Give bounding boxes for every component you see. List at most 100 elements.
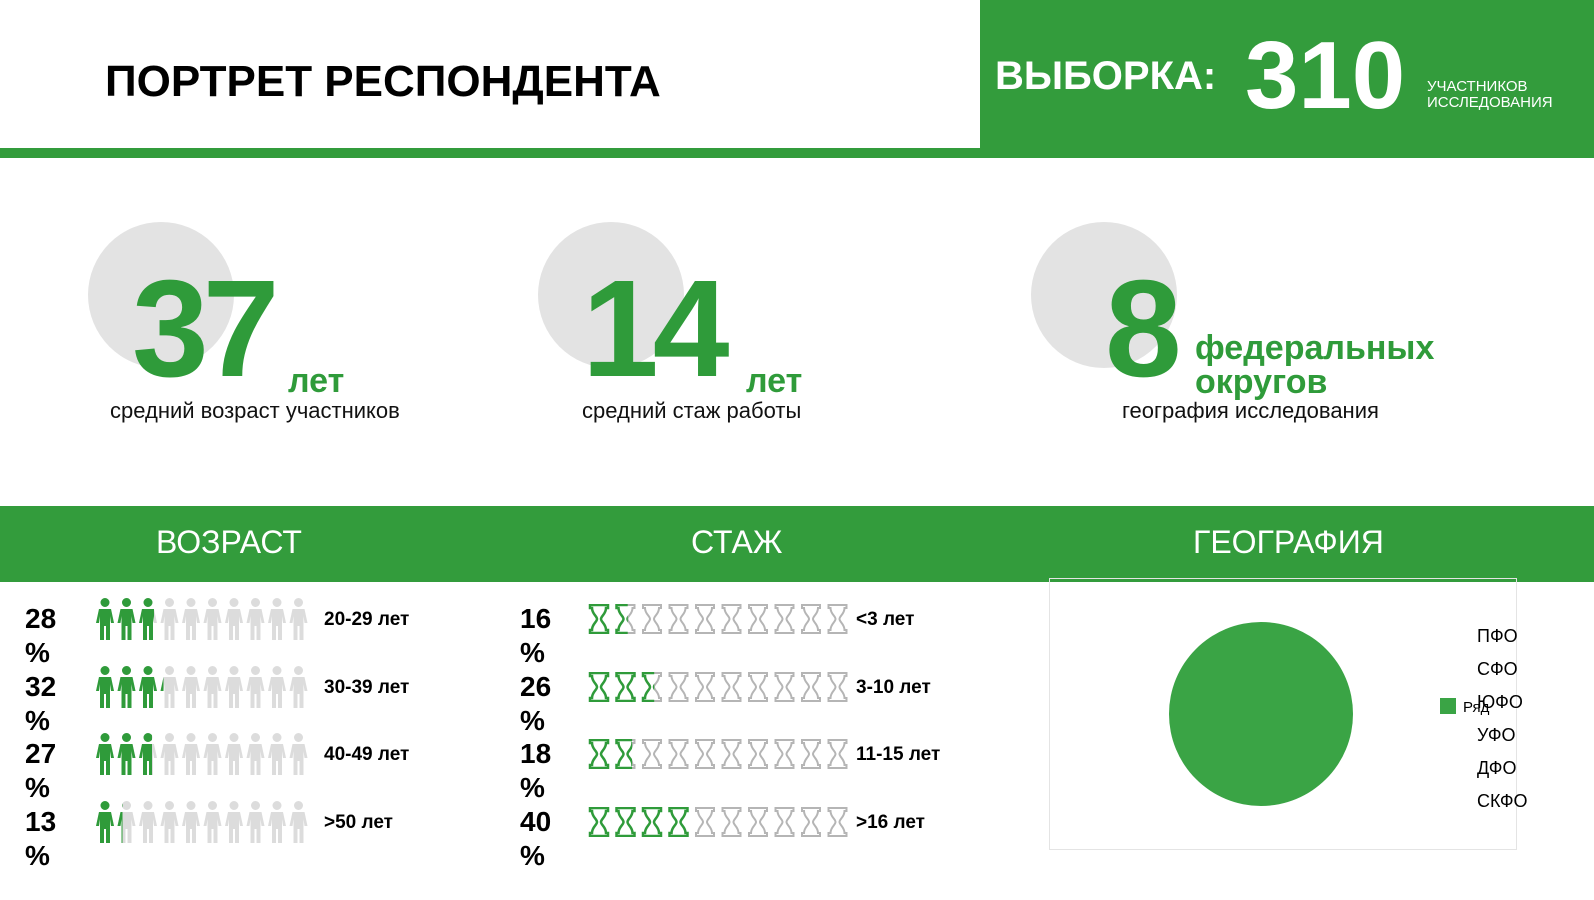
icon (801, 739, 821, 769)
percent: 16 % (520, 603, 552, 668)
icon-fill (615, 807, 636, 837)
icon (225, 666, 243, 708)
sample-note: ИССЛЕДОВАНИЯ (1427, 94, 1553, 111)
section-band (0, 506, 1594, 582)
icon-fill (96, 666, 114, 708)
stat-value: 37 (132, 252, 279, 406)
circle (1031, 222, 1177, 368)
icon (289, 733, 308, 775)
range: <3 лет (856, 609, 915, 630)
pie-chart: ПФО СФО ЮФО УФО ДФО СКФО Ряд (1169, 622, 1528, 811)
icon-fill (139, 598, 154, 640)
icon-fill (615, 739, 633, 769)
icon-row (96, 801, 308, 843)
icon-row (96, 733, 308, 775)
icon (160, 733, 179, 775)
icon (203, 666, 222, 708)
icon-row (96, 598, 308, 640)
icon-fill (588, 807, 610, 837)
icon (721, 672, 742, 702)
icon (289, 598, 308, 640)
icon (748, 807, 768, 837)
percent: 40 % (520, 806, 552, 871)
icon (827, 807, 848, 837)
icon (203, 733, 222, 775)
legend-label: СФО (1477, 659, 1518, 679)
icon (721, 604, 742, 634)
icon (268, 666, 286, 708)
icon (182, 598, 200, 640)
icon-fill (139, 666, 157, 708)
icon (668, 672, 689, 702)
icon (695, 672, 715, 702)
icon-fill (588, 739, 610, 769)
section-title: ВОЗРАСТ (156, 524, 302, 560)
icon-fill (96, 801, 114, 843)
legend-label: ЮФО (1477, 692, 1523, 712)
range: 40-49 лет (324, 744, 410, 765)
stat-value: 14 (582, 252, 729, 406)
icon (246, 598, 265, 640)
legend-label: УФО (1477, 725, 1516, 745)
icon-fill (615, 672, 636, 702)
stat-value: 8 (1105, 252, 1182, 406)
icon (642, 739, 662, 769)
icon (160, 598, 179, 640)
stat-caption: география исследования (1122, 398, 1379, 423)
icon (225, 733, 243, 775)
icon (160, 666, 179, 708)
icon (182, 801, 200, 843)
icon-fill (588, 807, 610, 837)
sample-value: 310 (1245, 22, 1406, 129)
legend-label: СКФО (1477, 791, 1528, 811)
icon-fill (139, 733, 152, 775)
icon (182, 666, 200, 708)
icon (695, 739, 715, 769)
sample-box (980, 0, 1594, 148)
icon (827, 672, 848, 702)
icon-fill (96, 666, 114, 708)
stat-unit: округов (1195, 363, 1328, 401)
range: 20-29 лет (324, 609, 410, 630)
icon-fill (615, 807, 636, 837)
icon (268, 733, 286, 775)
icon (695, 604, 715, 634)
icon (774, 672, 795, 702)
icon (748, 604, 768, 634)
icon-fill (117, 733, 136, 775)
legend-label: Ряд (1463, 699, 1490, 716)
icon (203, 598, 222, 640)
icon (774, 807, 795, 837)
icon-row (588, 604, 848, 634)
icon-fill (139, 666, 157, 708)
circle (88, 222, 234, 368)
percent: 27 % (25, 738, 57, 803)
icon (246, 733, 265, 775)
icon (801, 807, 821, 837)
icon (827, 604, 848, 634)
icon (668, 604, 689, 634)
percent: 28 % (25, 603, 57, 668)
range: 11-15 лет (856, 744, 941, 765)
icon-row (588, 807, 848, 837)
icon-fill (96, 598, 114, 640)
percent: 32 % (25, 671, 57, 736)
sample-label: ВЫБОРКА: (995, 54, 1217, 98)
icon-fill (668, 807, 689, 837)
icon (748, 739, 768, 769)
stat-unit: лет (288, 362, 345, 400)
pie-slice (1169, 622, 1353, 806)
icon (748, 672, 768, 702)
icon-fill (117, 733, 136, 775)
icon-fill (615, 604, 628, 634)
divider (0, 148, 1594, 158)
icon (801, 672, 821, 702)
icon (246, 666, 265, 708)
icon-fill (641, 807, 663, 837)
icon (225, 801, 243, 843)
icon-fill (117, 666, 136, 708)
icon-row (588, 739, 848, 769)
icon-fill (96, 598, 114, 640)
icon (668, 739, 689, 769)
